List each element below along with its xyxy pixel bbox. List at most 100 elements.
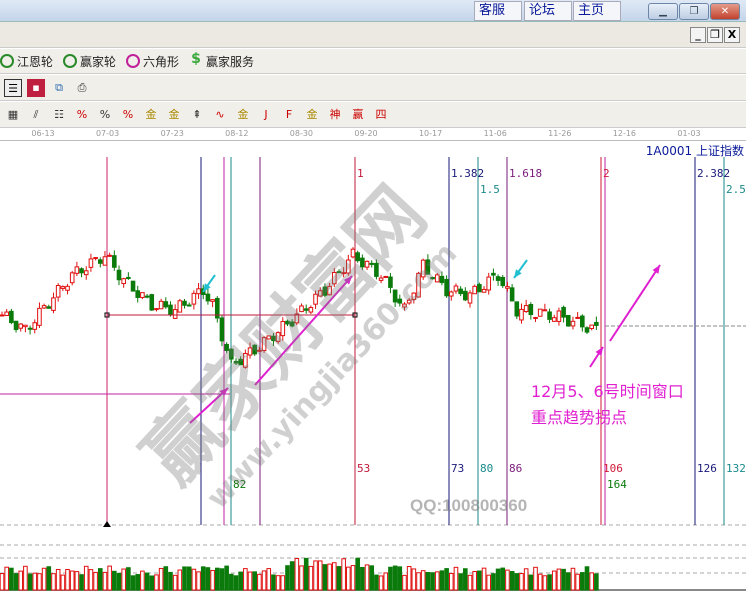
draw-tool-8[interactable]: ⇞ — [192, 107, 202, 121]
draw-tool-0[interactable]: ▦ — [7, 107, 19, 121]
draw-tool-9[interactable]: ∿ — [215, 107, 225, 121]
close-button[interactable]: ✕ — [710, 3, 740, 20]
volume-bar — [196, 571, 201, 591]
trend-arrow-head — [219, 388, 228, 397]
plugin-label: 赢家轮 — [80, 54, 117, 69]
candle-body — [542, 309, 548, 312]
save-icon[interactable]: ▪ — [27, 78, 45, 97]
candle-body — [378, 277, 384, 281]
homepage-link[interactable]: 主页 — [573, 1, 621, 21]
volume-bar — [537, 573, 543, 591]
plugin-winner-wheel[interactable]: 赢家轮 — [63, 53, 116, 70]
trend-arrow-head — [343, 276, 352, 285]
draw-tool-14[interactable]: 神 — [329, 107, 341, 121]
customer-service-link[interactable]: 客服 — [474, 1, 522, 21]
candle-body — [46, 306, 52, 309]
plugin-dollar[interactable]: $ 赢家服务 — [189, 52, 255, 70]
volume-bar — [327, 563, 332, 591]
draw-tool-7[interactable]: 金 — [168, 107, 180, 121]
volume-bar — [542, 575, 548, 591]
draw-tool-6[interactable]: 金 — [145, 107, 157, 121]
candle-body — [55, 285, 61, 298]
candle-body — [402, 303, 407, 308]
draw-tool-15[interactable]: 赢 — [352, 107, 364, 121]
plugin-label: 赢家服务 — [206, 54, 255, 69]
forum-link[interactable]: 论坛 — [524, 1, 572, 21]
volume-bar — [271, 574, 276, 591]
volume-bar — [528, 574, 534, 591]
minimize-button[interactable]: ▁ — [648, 3, 678, 20]
volume-bar — [41, 567, 47, 591]
candle-body — [126, 276, 131, 280]
fib-ratio-label: 2.382 — [697, 167, 731, 180]
drawing-toolbar: ▦ ⫽ ☷%%% 金金 ⇞ ∿ 金 J F 金神赢四 — [0, 102, 746, 128]
mdi-close-button[interactable]: X — [724, 27, 740, 43]
volume-bar — [88, 569, 94, 591]
kline-chart[interactable] — [0, 141, 746, 610]
date-tick: 09-20 — [354, 129, 378, 138]
candle-body — [523, 305, 529, 312]
candle-body — [172, 309, 178, 319]
candle-body — [168, 304, 173, 316]
candle-body — [565, 314, 571, 327]
draw-tool-2[interactable]: ☷ — [54, 107, 64, 121]
candle-body — [243, 352, 248, 368]
volume-bar — [9, 567, 14, 591]
mdi-minimize-button[interactable]: _ — [690, 27, 706, 43]
line-handle — [104, 312, 110, 318]
candle-body — [191, 292, 197, 305]
candle-body — [93, 257, 98, 260]
draw-tool-11[interactable]: J — [264, 107, 268, 121]
candle-body — [229, 348, 234, 360]
volume-bar — [219, 568, 225, 591]
candle-body — [23, 324, 28, 328]
volume-bar — [177, 569, 183, 591]
candle-body — [463, 290, 468, 301]
bar-count-label: 126 — [697, 462, 717, 475]
volume-bar — [229, 573, 234, 591]
print-icon[interactable]: ⎙ — [77, 80, 87, 94]
draw-tool-1[interactable]: ⫽ — [33, 107, 39, 121]
mdi-restore-button[interactable]: ❐ — [707, 27, 723, 43]
report-icon[interactable]: ☰ — [4, 78, 22, 97]
volume-bar — [303, 557, 309, 591]
draw-tool-10[interactable]: 金 — [237, 107, 249, 121]
candle-body — [519, 308, 524, 321]
annotation-line1: 12月5、6号时间窗口 — [531, 382, 684, 401]
candle-body — [210, 299, 215, 302]
draw-tool-16[interactable]: 四 — [375, 107, 387, 121]
plugin-gann-wheel[interactable]: 江恩轮 — [0, 53, 53, 70]
draw-tool-5[interactable]: % — [122, 107, 134, 121]
volume-bar — [500, 567, 506, 591]
network-icon[interactable]: ⧉ — [55, 80, 63, 94]
draw-tool-3[interactable]: % — [76, 107, 88, 121]
draw-tool-13[interactable]: 金 — [306, 107, 318, 121]
draw-tool-4[interactable]: % — [99, 107, 111, 121]
candle-body — [299, 305, 304, 313]
volume-bar — [51, 573, 56, 591]
candle-body — [51, 297, 56, 311]
volume-bar — [18, 570, 24, 591]
volume-bar — [472, 570, 477, 591]
bar-count-label: 86 — [509, 462, 523, 475]
volume-bar — [406, 566, 412, 591]
file-toolbar: ☰ ▪ ⧉ ⎙ — [0, 75, 746, 101]
volume-bar — [121, 568, 126, 591]
candle-body — [570, 320, 576, 327]
date-tick: 12-16 — [612, 129, 637, 138]
volume-bar — [556, 568, 562, 591]
volume-bar — [322, 564, 328, 591]
candle-body — [41, 305, 47, 309]
plugin-label: 江恩轮 — [17, 54, 54, 69]
plugin-hexagon[interactable]: 六角形 — [126, 53, 179, 70]
candle-body — [556, 310, 562, 322]
draw-tool-12[interactable]: F — [285, 107, 293, 121]
line-handle — [352, 312, 358, 318]
candle-body — [374, 262, 379, 277]
volume-bar — [135, 574, 141, 591]
candle-body — [317, 290, 323, 297]
candle-body — [285, 320, 290, 325]
restore-button[interactable]: ❐ — [679, 3, 709, 20]
volume-bar — [453, 566, 459, 591]
plugin-label: 六角形 — [143, 54, 180, 69]
